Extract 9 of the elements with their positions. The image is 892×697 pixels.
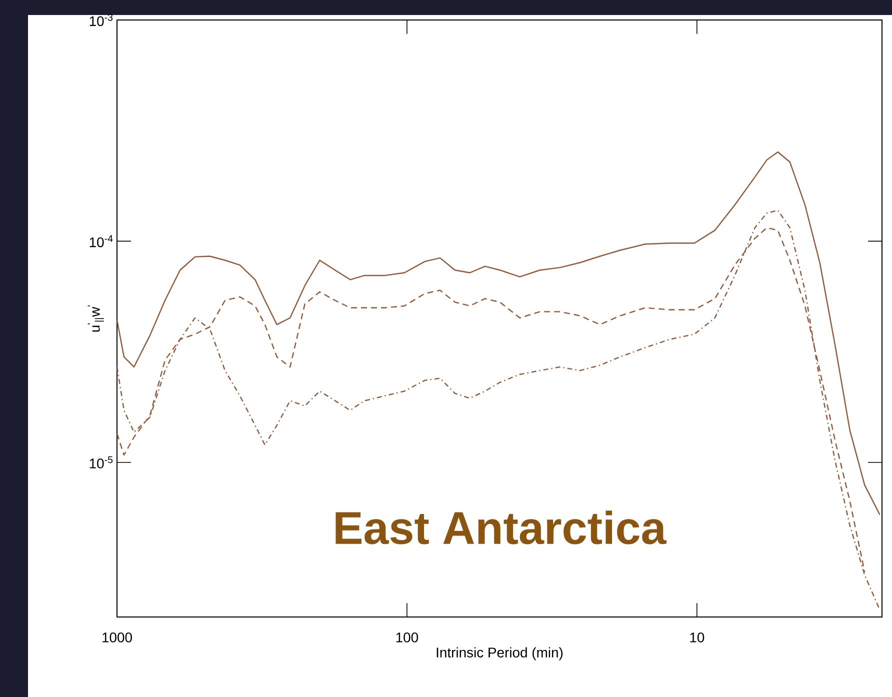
y-tick-label: 10$^{-3}$: [90, 14, 113, 26]
x-tick-label: 1000: [102, 632, 132, 642]
y-tick-label: 10$^{-5}$: [90, 456, 113, 468]
x-tick-label: 100: [396, 632, 418, 642]
y-tick-label: 10$^{-4}$: [90, 235, 113, 248]
annotation: East Antarctica: [336, 510, 667, 544]
x-tick-label: 10: [690, 632, 704, 642]
y-axis-title: u$^{'}$$_{||}$w$^{'}$: [88, 305, 104, 332]
x-axis-title: Intrinsic Period (min): [436, 647, 563, 660]
